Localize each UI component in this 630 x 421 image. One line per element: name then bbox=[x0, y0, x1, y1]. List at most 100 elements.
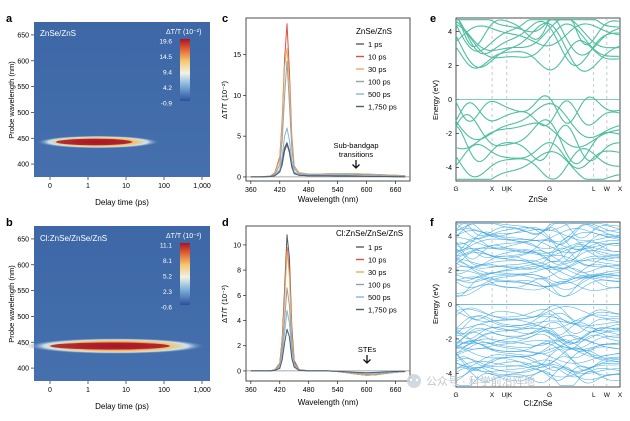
x-tick-label: 420 bbox=[274, 387, 286, 394]
band-line bbox=[455, 320, 620, 334]
panel-letter: e bbox=[430, 13, 436, 25]
series-line bbox=[250, 127, 406, 178]
colorbar-tick-label: 11.1 bbox=[160, 243, 173, 250]
x-tick-label: 100 bbox=[158, 183, 170, 190]
band-line bbox=[455, 103, 621, 141]
sample-label: ZnSe/ZnS bbox=[40, 29, 76, 38]
band-line bbox=[455, 328, 620, 350]
x-axis-label: Cl:ZnSe bbox=[524, 399, 553, 408]
band-line bbox=[455, 277, 621, 297]
y-tick-label: 8 bbox=[237, 268, 241, 275]
y-tick-label: 2 bbox=[237, 343, 241, 350]
band-line bbox=[455, 338, 621, 355]
y-axis-label: Probe wavelength (nm) bbox=[7, 265, 16, 343]
annotation-line-1: Sub-bandgap bbox=[333, 141, 378, 150]
band-line bbox=[455, 23, 621, 47]
y-tick-label: 0 bbox=[448, 302, 452, 309]
x-tick-label: 600 bbox=[361, 187, 373, 194]
series-line bbox=[250, 143, 406, 178]
band-line bbox=[455, 223, 621, 231]
band-line bbox=[455, 327, 621, 344]
colorbar-tick-label: 14.5 bbox=[159, 54, 172, 61]
wechat-icon bbox=[407, 374, 421, 388]
k-point-label: W bbox=[604, 392, 611, 399]
y-tick-label: 10 bbox=[233, 242, 241, 249]
colorbar-tick-label: 8.1 bbox=[163, 258, 172, 265]
k-point-label: X bbox=[490, 392, 495, 399]
band-line bbox=[455, 95, 621, 124]
legend-label: 30 ps bbox=[368, 65, 387, 74]
y-tick-label: 0 bbox=[237, 368, 241, 375]
y-tick-label: 4 bbox=[237, 318, 241, 325]
wechat-icon-eye bbox=[415, 378, 419, 382]
x-axis-label: ZnSe bbox=[528, 195, 548, 204]
band-line bbox=[455, 340, 621, 351]
band-line bbox=[455, 365, 621, 381]
k-point-label: G bbox=[453, 186, 458, 193]
legend-label: 100 ps bbox=[368, 281, 391, 290]
x-tick-label: 540 bbox=[332, 187, 344, 194]
watermark: 公众号 · 科学前沿阵地 bbox=[407, 374, 535, 388]
x-tick-label: 540 bbox=[332, 387, 344, 394]
colorbar-tick-label: 5.2 bbox=[163, 274, 172, 281]
band-line bbox=[455, 307, 621, 324]
y-tick-label: 10 bbox=[233, 93, 241, 100]
legend-title: ZnSe/ZnS bbox=[356, 27, 392, 36]
band-line bbox=[455, 22, 621, 72]
x-tick-label: 660 bbox=[390, 187, 402, 194]
band-line bbox=[455, 370, 621, 386]
x-tick-label: 0 bbox=[48, 387, 52, 394]
band-line bbox=[455, 252, 621, 271]
band-line bbox=[455, 365, 621, 378]
y-tick-label: 0 bbox=[237, 174, 241, 181]
y-tick-label: 5 bbox=[237, 134, 241, 141]
y-axis-label: Energy (eV) bbox=[431, 79, 440, 120]
band-line bbox=[456, 260, 620, 275]
band-line bbox=[455, 255, 621, 269]
k-point-label: G bbox=[547, 186, 552, 193]
colorbar-ticks: 11.1 8.1 5.2 2.3 -0.6 bbox=[160, 243, 173, 312]
x-tick-label: 0 bbox=[48, 183, 52, 190]
colorbar-tick-label: 19.6 bbox=[159, 39, 172, 46]
band-line bbox=[456, 19, 621, 67]
x-axis-ticks: 0 1 10 100 1,000 bbox=[48, 177, 211, 190]
y-tick-label: 4 bbox=[448, 29, 452, 36]
band-line bbox=[455, 113, 621, 165]
band-line bbox=[455, 242, 621, 263]
legend: 1 ps 10 ps 30 ps 100 ps 500 ps 1,750 ps bbox=[356, 243, 397, 315]
band-line bbox=[455, 19, 621, 56]
y-tick-label: 600 bbox=[17, 262, 29, 269]
colorbar-title: ΔT/T (10⁻²) bbox=[166, 29, 201, 36]
line-plot-d: 360 420 480 540 600 660 0 2 4 6 8 10 bbox=[233, 234, 410, 394]
panel-letter: c bbox=[222, 13, 228, 25]
colorbar-title: ΔT/T (10⁻²) bbox=[166, 233, 201, 240]
annotation-arrow bbox=[363, 355, 371, 364]
legend-label: 100 ps bbox=[368, 78, 391, 87]
legend-label: 1 ps bbox=[368, 40, 382, 49]
band-line bbox=[455, 124, 621, 163]
x-tick-label: 480 bbox=[303, 387, 315, 394]
y-axis-ticks: 650 600 550 500 450 400 bbox=[17, 32, 34, 169]
y-tick-label: 450 bbox=[17, 136, 29, 143]
series-line bbox=[250, 309, 406, 374]
plot-frame bbox=[245, 17, 411, 182]
band-line bbox=[456, 315, 621, 330]
series-line bbox=[250, 60, 406, 178]
band-line bbox=[455, 362, 621, 374]
panel-letter: b bbox=[6, 217, 13, 229]
x-tick-label: 1 bbox=[86, 183, 90, 190]
series-line bbox=[250, 328, 406, 374]
legend-label: 1,750 ps bbox=[368, 103, 397, 112]
y-tick-label: 550 bbox=[17, 84, 29, 91]
band-line bbox=[456, 281, 621, 294]
band-line bbox=[456, 223, 621, 239]
colorbar-tick-label: 9.4 bbox=[163, 70, 172, 77]
x-tick-label: 1,000 bbox=[193, 183, 211, 190]
band-line bbox=[455, 258, 621, 269]
band-line bbox=[455, 304, 621, 322]
y-tick-label: 500 bbox=[17, 110, 29, 117]
